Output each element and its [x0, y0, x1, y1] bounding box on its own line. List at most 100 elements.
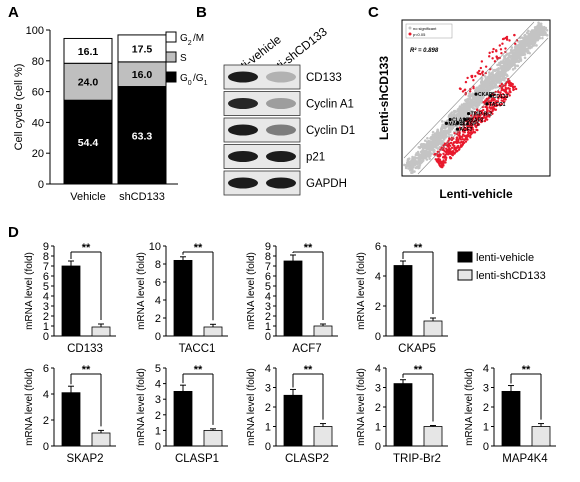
panel-c-point-sig: [478, 116, 481, 119]
panel-d-sig-label: **: [82, 364, 91, 376]
panel-c-point-ns: [429, 144, 433, 148]
panel-c-point-ns: [429, 154, 432, 158]
panel-c-point-sig: [444, 147, 448, 150]
panel-c-point-sig: [478, 69, 481, 73]
panel-c-point-ns: [516, 64, 520, 68]
panel-c-point-ns: [453, 120, 456, 123]
panel-c-point-ns: [442, 138, 446, 141]
panel-c-point-ns: [522, 47, 525, 51]
panel-c-point-sig: [501, 93, 505, 96]
panel-c-point-ns: [508, 67, 511, 70]
panel-c-point-ns: [453, 117, 456, 121]
panel-c-point-sig: [467, 134, 470, 138]
panel-d-sig-label: **: [304, 242, 313, 254]
panel-a-legend-g0: G0: [180, 73, 192, 87]
panel-c-labeled-point: [467, 112, 471, 116]
panel-c-point-sig: [438, 154, 442, 158]
panel-c-point-sig: [497, 97, 500, 100]
panel-d-y-tick-label: 0: [155, 331, 161, 343]
panel-c-point-ns: [421, 145, 424, 148]
panel-d-y-tick-label: 5: [43, 281, 49, 293]
panel-d-sig-label: **: [414, 242, 423, 254]
panel-c-point-ns: [525, 49, 529, 53]
panel-c-point-sig: [488, 105, 491, 109]
panel-c-point-ns: [476, 100, 480, 103]
panel-c-point-sig: [489, 110, 493, 114]
panel-c-point-ns: [509, 62, 512, 65]
panel-c-point-ns: [460, 119, 464, 122]
panel-c-point-ns: [495, 77, 499, 81]
panel-c-point-ns: [515, 60, 518, 63]
panel-d-y-tick-label: 2: [43, 415, 49, 427]
panel-c-point-sig: [458, 135, 462, 139]
panel-c-point-ns: [478, 87, 482, 91]
panel-c-point-sig: [474, 75, 477, 78]
panel-c-labeled-point: [455, 121, 460, 125]
panel-c-labeled-point: [474, 92, 478, 96]
panel-d-y-tick-label: 3: [43, 301, 49, 313]
panel-b-band: [266, 71, 296, 83]
panel-a-bar-segment: [117, 34, 167, 63]
panel-c-point-sig: [461, 130, 465, 133]
panel-c-point-ns: [524, 42, 528, 45]
panel-c-point-sig: [444, 158, 448, 162]
panel-c-point-ns: [455, 124, 459, 128]
panel-c-point-ns: [486, 86, 489, 90]
panel-c-point-sig: [472, 79, 475, 82]
panel-d-y-axis-label: mRNA level (fold): [24, 252, 35, 330]
panel-c-point-ns: [481, 85, 485, 89]
panel-c-point-ns: [503, 64, 507, 68]
panel-a-legend-swatch: [165, 31, 177, 43]
panel-c-point-sig: [479, 66, 483, 70]
panel-c-point-ns: [472, 95, 476, 98]
panel-d-y-tick-label: 8: [155, 259, 161, 271]
panel-c-point-sig: [508, 90, 512, 93]
panel-c-point-ns: [480, 76, 484, 80]
panel-c-point-ns: [409, 161, 413, 165]
panel-c-point-ns: [532, 43, 536, 47]
panel-d-bar: [61, 392, 81, 447]
panel-c-point-sig: [446, 153, 450, 156]
panel-c-point-ns: [426, 142, 429, 146]
panel-c-point-ns: [543, 30, 546, 34]
panel-c-point-sig: [459, 145, 463, 148]
panel-c-point-ns: [422, 154, 425, 157]
panel-c-point-sig: [462, 122, 465, 125]
panel-c-point-ns: [446, 119, 449, 123]
panel-c-point-ns: [534, 39, 537, 43]
panel-c-point-ns: [423, 144, 426, 148]
panel-c-point-sig: [475, 128, 478, 132]
panel-c-point-ns: [456, 114, 460, 117]
panel-c-point-ns: [522, 52, 525, 55]
panel-c-point-ns: [535, 31, 538, 35]
panel-d-y-tick-label: 1: [265, 422, 271, 434]
panel-c-point-ns: [441, 123, 444, 127]
panel-d-y-tick-label: 7: [43, 261, 49, 273]
panel-d-y-tick-label: 2: [43, 311, 49, 323]
panel-c-point-ns: [463, 106, 466, 110]
panel-c-point-sig: [499, 48, 503, 51]
panel-c-point-sig: [463, 88, 467, 91]
panel-c-point-sig: [441, 162, 445, 165]
panel-d-legend-label: lenti-shCD133: [476, 270, 546, 282]
panel-c-point-ns: [490, 82, 494, 85]
panel-c-point-sig: [476, 117, 479, 120]
panel-d-sig-label: **: [82, 242, 91, 254]
panel-c-point-ns: [496, 81, 500, 84]
panel-c-point-ns: [411, 165, 415, 169]
panel-c-point-ns: [514, 51, 517, 55]
panel-c-point-ns: [497, 71, 500, 74]
panel-d-y-tick-label: 3: [375, 383, 381, 395]
panel-c-point-ns: [407, 167, 410, 170]
panel-b-band-label: CD133: [306, 72, 342, 84]
panel-c-point-sig: [483, 101, 486, 104]
panel-c-point-sig: [503, 97, 506, 100]
panel-c-point-sig: [465, 137, 469, 141]
panel-c-point-ns: [476, 88, 480, 92]
panel-c-points: [403, 21, 549, 175]
panel-c-point-ns: [523, 36, 527, 39]
panel-c-point-ns: [515, 47, 518, 50]
panel-c-point-ns: [514, 64, 517, 68]
panel-c-point-ns: [481, 81, 484, 85]
panel-c-point-sig: [503, 89, 506, 92]
